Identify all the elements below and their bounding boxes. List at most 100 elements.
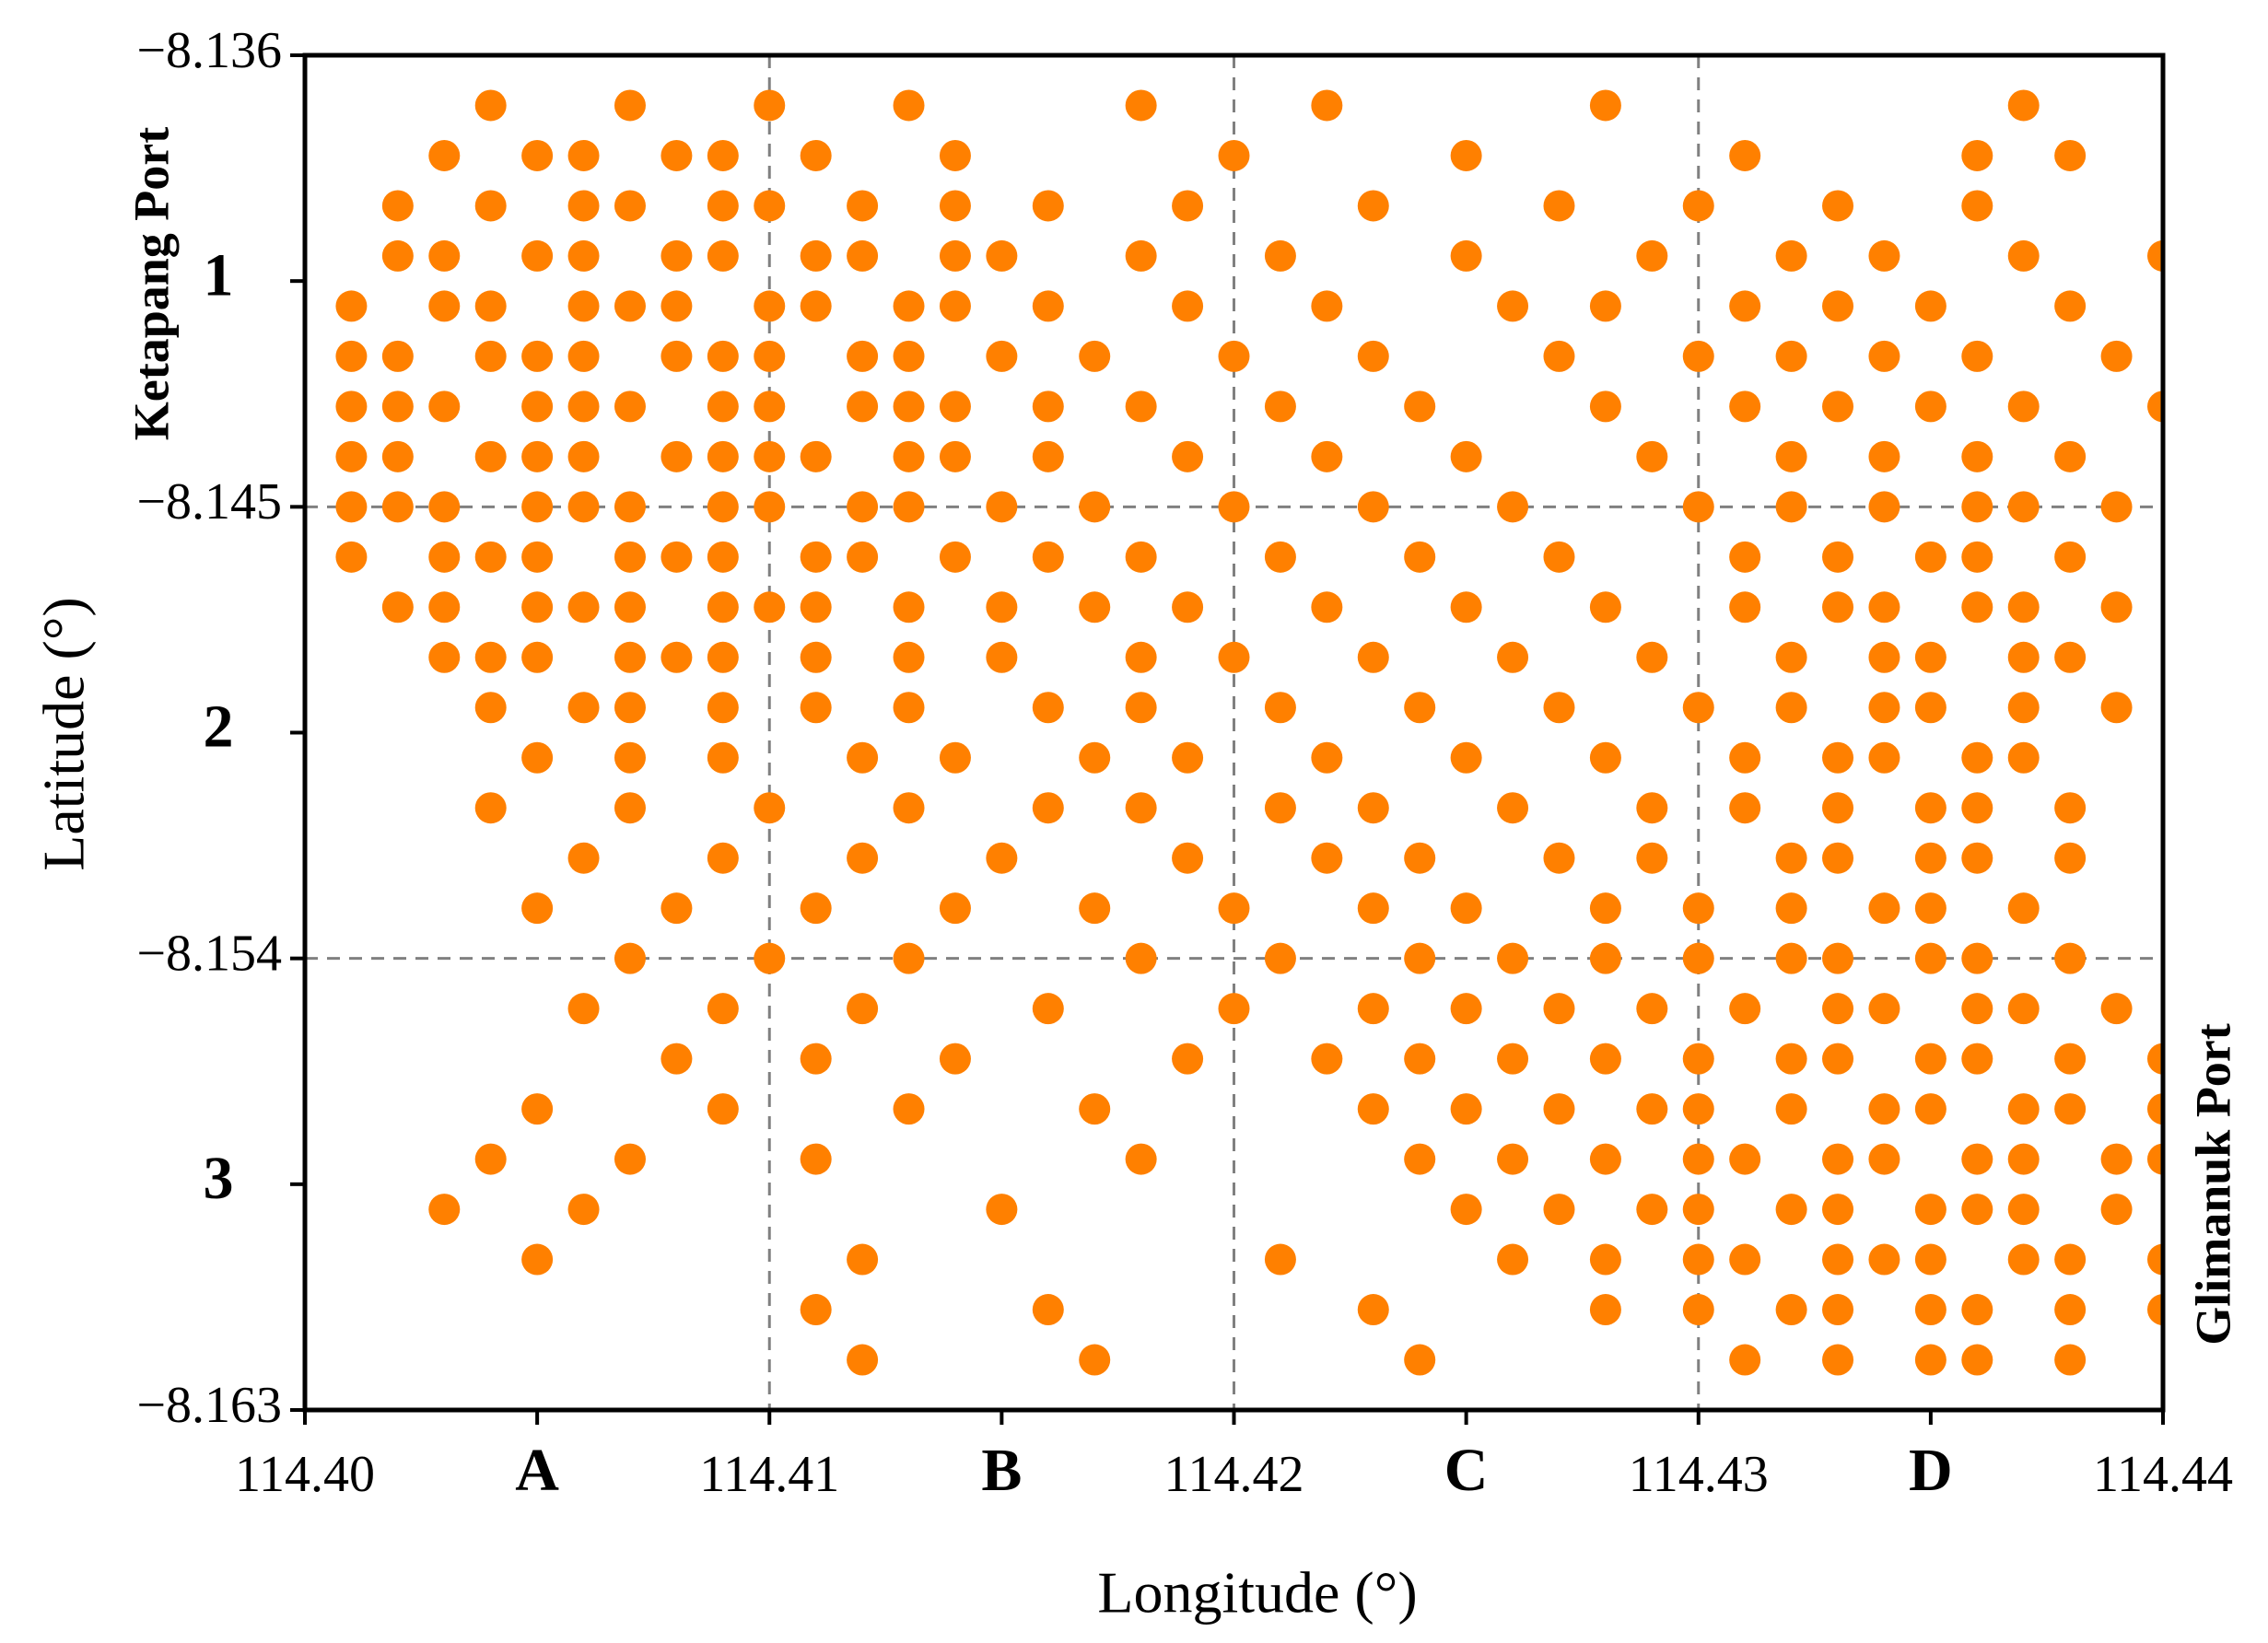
y-tick-label: −8.163 — [136, 1377, 282, 1434]
point — [567, 139, 600, 171]
point — [1868, 440, 1900, 472]
point — [1357, 993, 1389, 1025]
point — [1450, 892, 1482, 925]
plot-frame — [302, 52, 2166, 1413]
point — [1914, 1243, 1947, 1276]
point — [335, 290, 368, 322]
point — [1079, 591, 1111, 623]
point — [1264, 692, 1296, 724]
port-annotation: Ketapang Port — [123, 127, 179, 440]
point — [939, 239, 971, 272]
point — [661, 641, 693, 673]
point — [381, 591, 414, 623]
point — [2054, 1243, 2087, 1276]
point — [1450, 440, 1482, 472]
point — [800, 892, 832, 925]
point — [2007, 1143, 2040, 1175]
point — [1589, 1294, 1621, 1326]
point — [2147, 239, 2163, 272]
point — [1868, 641, 1900, 673]
point — [1218, 892, 1250, 925]
point — [1822, 1143, 1854, 1175]
point — [1775, 1294, 1807, 1326]
zone-label: D — [1909, 1437, 1953, 1504]
point — [1079, 1093, 1111, 1125]
point — [1172, 741, 1204, 774]
point — [1079, 741, 1111, 774]
point — [428, 491, 461, 523]
point — [1589, 390, 1621, 423]
point — [1589, 290, 1621, 322]
point — [707, 139, 739, 171]
point — [1961, 1143, 1993, 1175]
point — [939, 892, 971, 925]
point — [2054, 139, 2087, 171]
point — [381, 390, 414, 423]
point — [1682, 1043, 1714, 1075]
point — [1497, 1143, 1529, 1175]
y-tick-label: −8.136 — [136, 22, 282, 79]
point — [474, 440, 507, 472]
point — [1079, 892, 1111, 925]
point — [428, 290, 461, 322]
point — [521, 139, 554, 171]
point — [1264, 390, 1296, 423]
point — [614, 641, 646, 673]
point — [893, 390, 925, 423]
point — [1218, 340, 1250, 372]
point — [1822, 942, 1854, 974]
x-tick-label: 114.44 — [2093, 1446, 2233, 1503]
point — [754, 89, 786, 122]
point — [614, 390, 646, 423]
point — [707, 190, 739, 222]
point — [614, 190, 646, 222]
point — [521, 892, 554, 925]
point — [1961, 1043, 1993, 1075]
point — [1589, 89, 1621, 122]
point — [661, 1043, 693, 1075]
point — [614, 741, 646, 774]
point — [2007, 239, 2040, 272]
point — [1868, 239, 1900, 272]
point — [1172, 440, 1204, 472]
point — [1775, 491, 1807, 523]
point — [1729, 541, 1761, 573]
point — [2147, 1243, 2163, 1276]
point — [847, 239, 879, 272]
point — [1357, 491, 1389, 523]
point — [1543, 692, 1575, 724]
point — [428, 390, 461, 423]
point — [1961, 190, 1993, 222]
point — [521, 440, 554, 472]
point — [707, 692, 739, 724]
point — [1822, 541, 1854, 573]
point — [1729, 741, 1761, 774]
point — [567, 239, 600, 272]
point — [800, 290, 832, 322]
point — [567, 440, 600, 472]
point — [661, 290, 693, 322]
point — [474, 290, 507, 322]
zone-label: A — [515, 1437, 559, 1504]
point — [1589, 942, 1621, 974]
point — [1729, 792, 1761, 824]
point — [1497, 792, 1529, 824]
x-tick-label: 114.43 — [1629, 1446, 1769, 1503]
point — [1868, 692, 1900, 724]
point — [1357, 1294, 1389, 1326]
point — [1125, 942, 1157, 974]
point — [847, 190, 879, 222]
point — [893, 89, 925, 122]
point — [1311, 741, 1343, 774]
point — [1822, 190, 1854, 222]
point — [847, 993, 879, 1025]
point — [800, 591, 832, 623]
point — [381, 440, 414, 472]
point — [2100, 340, 2133, 372]
point — [1822, 1243, 1854, 1276]
point — [707, 541, 739, 573]
point — [800, 641, 832, 673]
point — [1961, 1344, 1993, 1376]
point — [707, 1093, 739, 1125]
point — [847, 1243, 879, 1276]
